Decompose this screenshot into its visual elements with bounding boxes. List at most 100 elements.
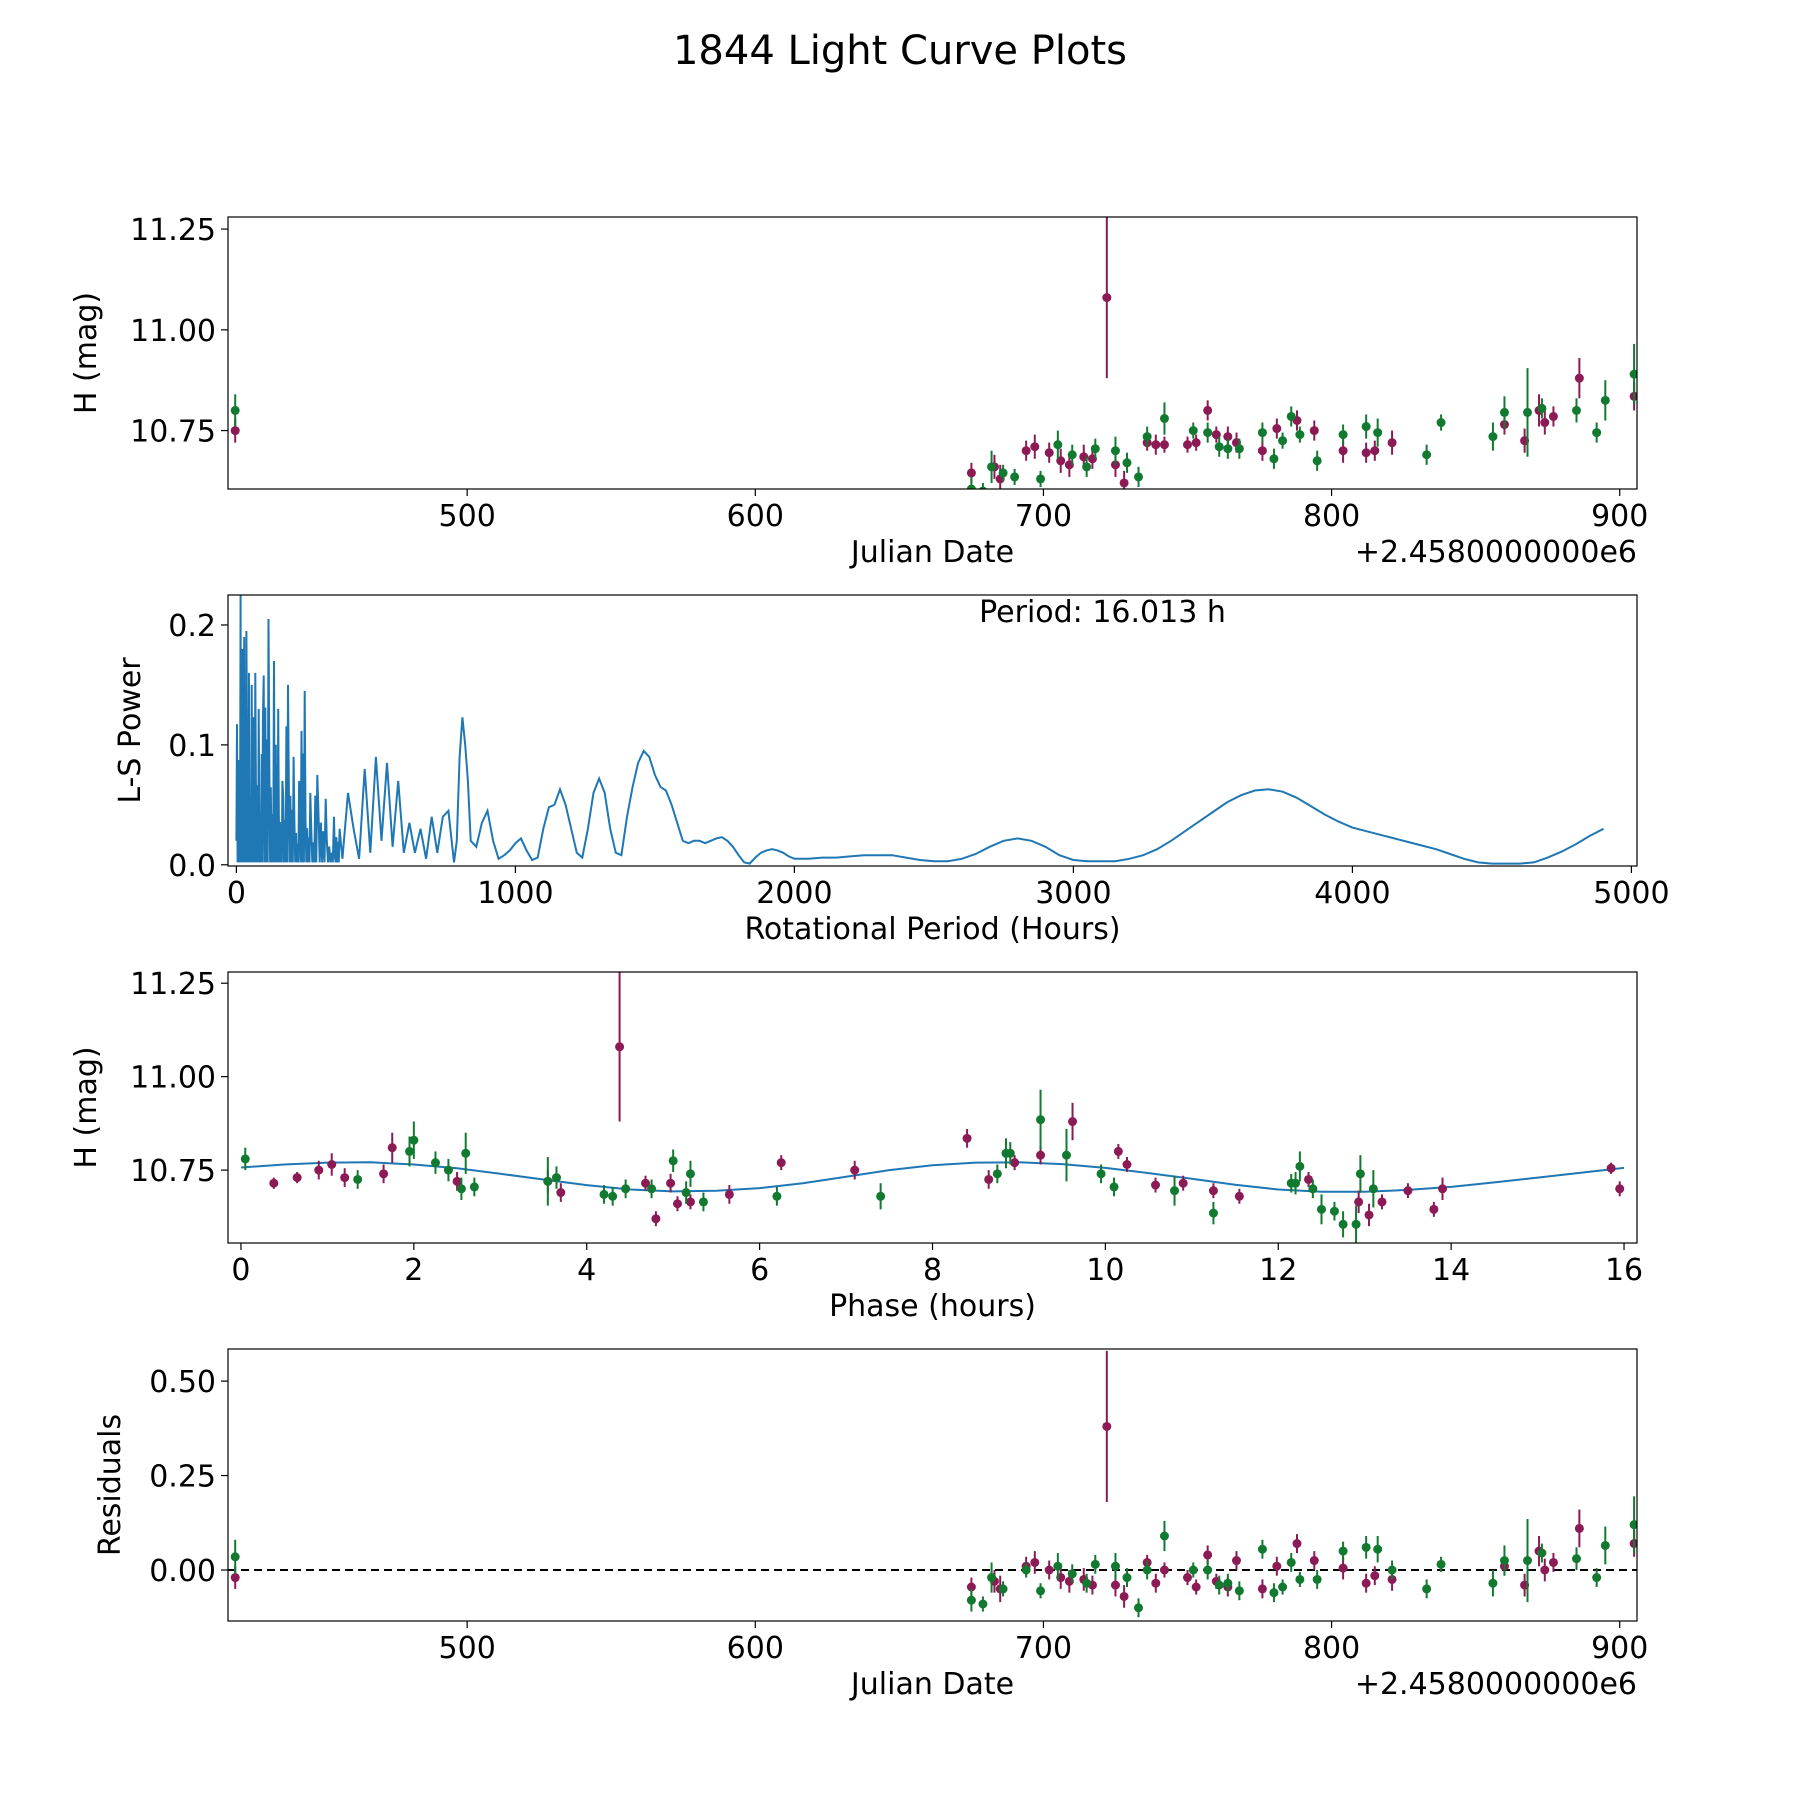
data-point (1257, 1584, 1267, 1594)
panel-lightcurve: 500 600 700 800 900 10.75 11.00 11.25 Julian Dat… (69, 213, 1648, 570)
x-tick-label: 700 (1015, 499, 1072, 534)
data-point (1571, 405, 1581, 415)
data-point (1422, 450, 1432, 460)
data-point (1600, 395, 1610, 405)
x-tick-label: 4000 (1314, 876, 1390, 911)
x-tick-label: 500 (439, 499, 496, 534)
data-point (1208, 1186, 1218, 1196)
data-point (1377, 1197, 1387, 1207)
data-point (685, 1197, 695, 1207)
data-point (1278, 1582, 1288, 1592)
plot-area-lightcurve (230, 217, 1637, 489)
data-point (1122, 458, 1132, 468)
data-point (1183, 1573, 1193, 1583)
x-tick-label: 1000 (477, 876, 553, 911)
data-point (1338, 446, 1348, 456)
x-tick-label: 4 (577, 1253, 596, 1288)
series-filter-2 (230, 343, 1637, 489)
x-axis-label: Rotational Period (Hours) (744, 912, 1120, 947)
data-point (1361, 1542, 1371, 1552)
data-point (987, 462, 997, 472)
y-tick-label: 0.25 (149, 1460, 216, 1495)
data-point (1061, 1150, 1071, 1160)
data-point (269, 1178, 279, 1188)
x-offset-label: +2.4580000000e6 (1355, 1667, 1637, 1702)
data-point (772, 1191, 782, 1201)
data-point (1223, 1578, 1233, 1588)
data-point (1257, 446, 1267, 456)
data-point (1537, 403, 1547, 413)
data-point (1316, 1204, 1326, 1214)
data-point (379, 1169, 389, 1179)
y-tick-label: 11.00 (130, 314, 216, 349)
data-point (1574, 373, 1584, 383)
data-point (1068, 1117, 1078, 1127)
data-point (1010, 472, 1020, 482)
data-point (1295, 1161, 1305, 1171)
data-point (1090, 444, 1100, 454)
data-point (1606, 1163, 1616, 1173)
data-point (556, 1188, 566, 1198)
data-point (1178, 1178, 1188, 1188)
data-point (599, 1189, 609, 1199)
data-point (966, 484, 976, 489)
data-point (1272, 1561, 1282, 1571)
data-point (1188, 426, 1198, 436)
data-point (1537, 1548, 1547, 1558)
data-point (1403, 1186, 1413, 1196)
x-offset-label: +2.4580000000e6 (1355, 535, 1637, 570)
data-point (1159, 1565, 1169, 1575)
panel-residuals: 500 600 700 800 900 0.00 0.25 0.50 Julian Date Re… (93, 1348, 1648, 1702)
data-point (1036, 1150, 1046, 1160)
data-point (1499, 1556, 1509, 1566)
data-point (1036, 474, 1046, 484)
x-tick-label: 6 (750, 1253, 769, 1288)
data-point (666, 1178, 676, 1188)
data-point (1370, 1571, 1380, 1581)
data-point (1159, 440, 1169, 450)
panel-periodogram: 0 1000 2000 3000 4000 5000 0.0 0.1 0.2 Rotational… (113, 594, 1670, 947)
x-tick-label: 0 (231, 1253, 250, 1288)
data-point (1269, 1588, 1279, 1598)
data-point (1223, 444, 1233, 454)
y-tick-label: 10.75 (130, 415, 216, 450)
data-point (1082, 462, 1092, 472)
data-point (1122, 1160, 1132, 1170)
data-point (1030, 1557, 1040, 1567)
data-point (1361, 448, 1371, 458)
data-point (409, 1135, 419, 1145)
data-point (1067, 1569, 1077, 1579)
data-point (776, 1158, 786, 1168)
data-point (240, 1154, 250, 1164)
data-point (1540, 1565, 1550, 1575)
data-point (230, 1573, 240, 1583)
series-filter-2 (230, 1496, 1637, 1618)
data-point (1338, 1219, 1348, 1229)
x-tick-label: 2000 (756, 876, 832, 911)
axes-frame (227, 971, 1638, 1244)
data-point (1030, 442, 1040, 452)
x-tick-label: 10 (1086, 1253, 1124, 1288)
data-point (1309, 426, 1319, 436)
data-point (230, 426, 240, 436)
data-point (984, 1174, 994, 1184)
x-tick-label: 14 (1432, 1253, 1470, 1288)
data-point (1272, 424, 1282, 434)
data-point (1170, 1186, 1180, 1196)
data-point (1422, 1584, 1432, 1594)
data-point (978, 1599, 988, 1609)
data-point (1257, 1544, 1267, 1554)
data-point (1488, 432, 1498, 442)
data-point (1096, 1169, 1106, 1179)
data-point (621, 1184, 631, 1194)
axes-frame (227, 594, 1638, 867)
panel-phased: 0 2 4 6 8 10 12 14 16 10.75 11.00 11.25 Phase (hours… (69, 967, 1643, 1324)
data-point (1354, 1197, 1364, 1207)
data-point (430, 1158, 440, 1168)
data-point (1438, 1184, 1448, 1194)
y-axis-label: Residuals (93, 1414, 128, 1556)
data-point (1188, 1565, 1198, 1575)
data-point (1036, 1115, 1046, 1125)
data-point (876, 1191, 886, 1201)
data-point (1373, 428, 1383, 438)
